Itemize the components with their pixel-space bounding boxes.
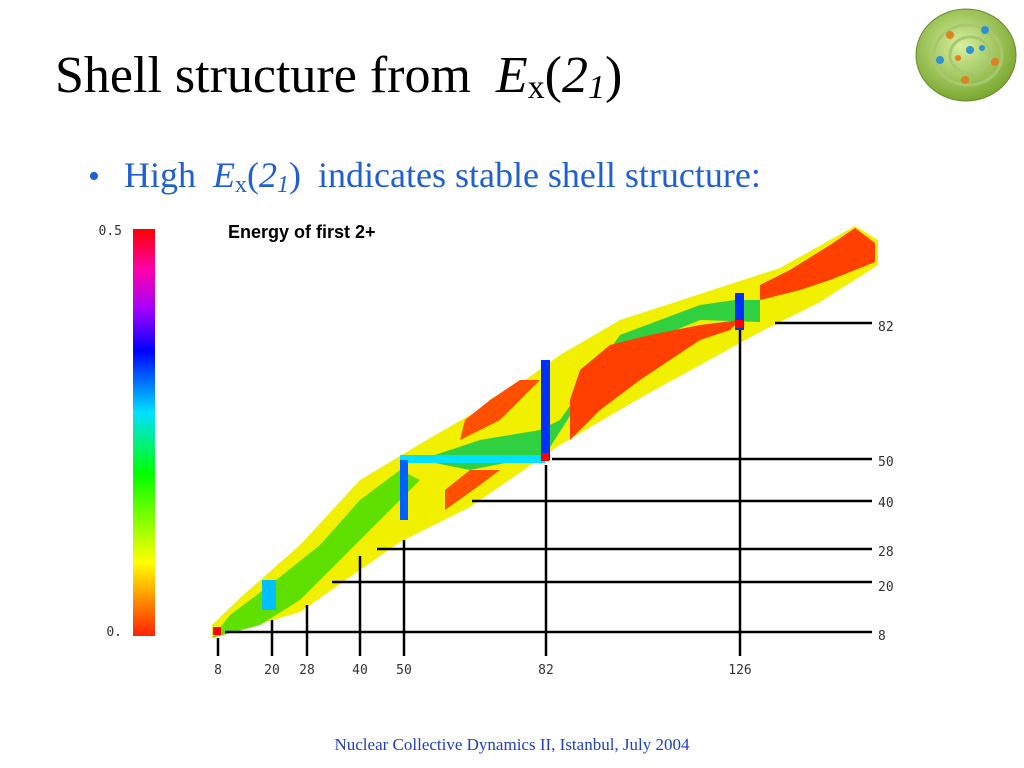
neutron-label: 126 <box>728 663 751 678</box>
proton-label: 28 <box>878 545 894 560</box>
neutron-label: 8 <box>214 663 222 678</box>
title-text: Shell structure from <box>55 47 471 104</box>
proton-label: 8 <box>878 629 886 644</box>
bullet-marker: • <box>88 158 100 195</box>
title-state: 2 <box>562 47 588 104</box>
neutron-label: 50 <box>396 663 412 678</box>
bullet-state: 2 <box>259 155 277 195</box>
bullet-symbol: E <box>212 155 235 195</box>
neutron-label: 20 <box>264 663 280 678</box>
logo-icon <box>915 8 1017 102</box>
bullet-rest: indicates stable shell structure: <box>318 155 761 195</box>
proton-label: 20 <box>878 580 894 595</box>
title-symbol: E <box>495 47 528 104</box>
bullet-subscript: x <box>235 172 247 198</box>
color-bar <box>133 229 155 636</box>
bullet-state-sub: 1 <box>277 172 289 198</box>
slide-title: Shell structure from Ex(21) <box>55 47 622 106</box>
title-subscript: x <box>528 69 545 106</box>
neutron-label: 82 <box>538 663 554 678</box>
scale-max: 0.5 <box>99 224 122 239</box>
proton-label: 50 <box>878 455 894 470</box>
neutron-label: 40 <box>352 663 368 678</box>
figure: 0.5 0. Energy of first 2+ 82 <box>99 222 894 678</box>
bullet-text: High Ex(21) indicates stable shell struc… <box>124 155 761 198</box>
title-state-sub: 1 <box>588 69 605 106</box>
proton-label: 40 <box>878 496 894 511</box>
bullet-paren: ) <box>289 155 301 195</box>
bullet-lead: High <box>124 155 196 195</box>
figure-title: Energy of first 2+ <box>228 222 376 242</box>
nuclide-map <box>212 226 878 638</box>
bullet-paren: ( <box>247 155 259 195</box>
neutron-label: 28 <box>299 663 315 678</box>
title-paren: ( <box>545 47 562 104</box>
proton-label: 82 <box>878 320 894 335</box>
footer: Nuclear Collective Dynamics II, Istanbul… <box>334 735 690 754</box>
title-paren: ) <box>605 47 622 104</box>
scale-min: 0. <box>106 625 122 640</box>
